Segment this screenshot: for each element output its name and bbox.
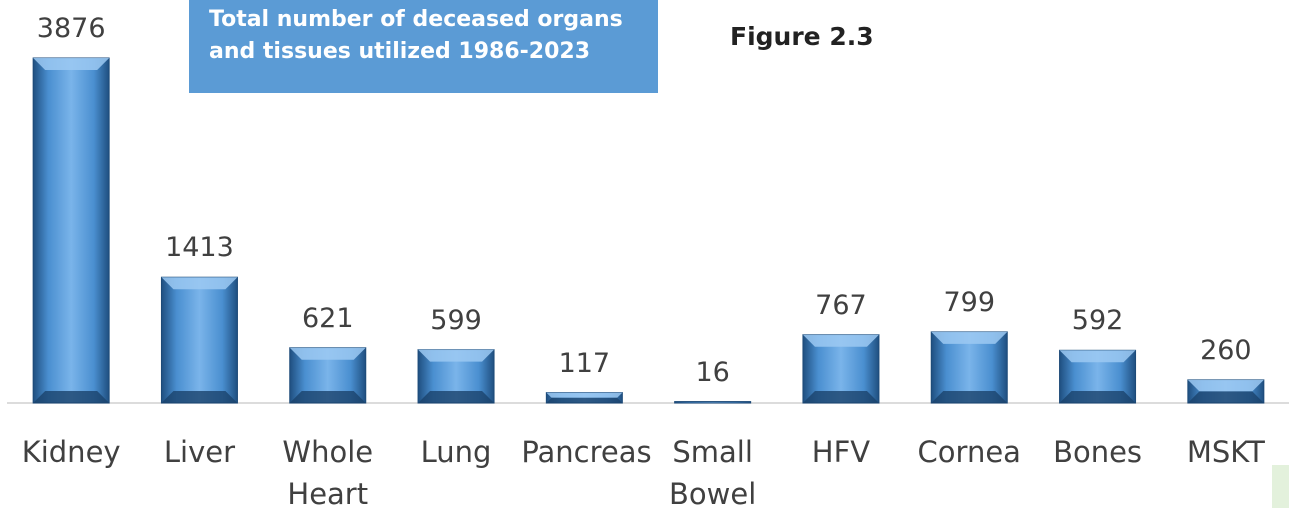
x-tick-label: Kidney [21, 435, 121, 469]
x-tick-label: Pancreas [521, 435, 652, 469]
x-tick-label: Liver [163, 435, 235, 469]
bar-bevel [931, 391, 1008, 403]
decoration [1272, 465, 1289, 508]
bar [32, 57, 110, 404]
x-tick-label: Bones [1053, 435, 1143, 469]
value-label: 799 [943, 286, 996, 318]
x-tick-label: Small Bowel [669, 435, 757, 508]
bar-bevel [418, 391, 495, 403]
x-tick-label: MSKT [1186, 435, 1265, 469]
x-tick-label: HFV [811, 435, 871, 469]
value-label: 117 [558, 347, 611, 379]
bar-bevel [1059, 350, 1136, 363]
bar-bevel [546, 392, 623, 398]
x-tick-label: Lung [420, 435, 492, 469]
bar-bevel [33, 391, 110, 403]
bar-bevel [1187, 391, 1264, 403]
bar-bevel [802, 391, 879, 403]
bar-bevel [161, 391, 238, 403]
value-label: 767 [815, 289, 867, 321]
figure-label: Figure 2.3 [730, 22, 874, 51]
x-tick-label: Cornea [917, 435, 1021, 469]
value-label: 592 [1071, 305, 1124, 337]
bar-bevel [1187, 379, 1264, 392]
value-label: 599 [430, 304, 482, 336]
chart-title: Total number of deceased organs and tiss… [189, 0, 658, 93]
value-label: 3876 [36, 13, 106, 44]
x-tick-label: Whole Heart [282, 435, 374, 508]
bar-bevel [161, 277, 238, 290]
bar-bevel [802, 334, 879, 347]
bar-bevel [1059, 391, 1136, 403]
bar-bevel [931, 331, 1008, 344]
bar-bevel [546, 397, 623, 403]
bar-bevel [33, 58, 110, 70]
value-label: 16 [695, 356, 730, 388]
bar-bevel [289, 347, 366, 360]
bar [160, 276, 238, 404]
value-label: 1413 [165, 232, 234, 264]
value-label: 260 [1200, 334, 1252, 366]
bar [674, 401, 752, 404]
bar-bevel [289, 391, 366, 403]
bar-bevel [418, 349, 495, 362]
value-label: 621 [301, 302, 354, 334]
